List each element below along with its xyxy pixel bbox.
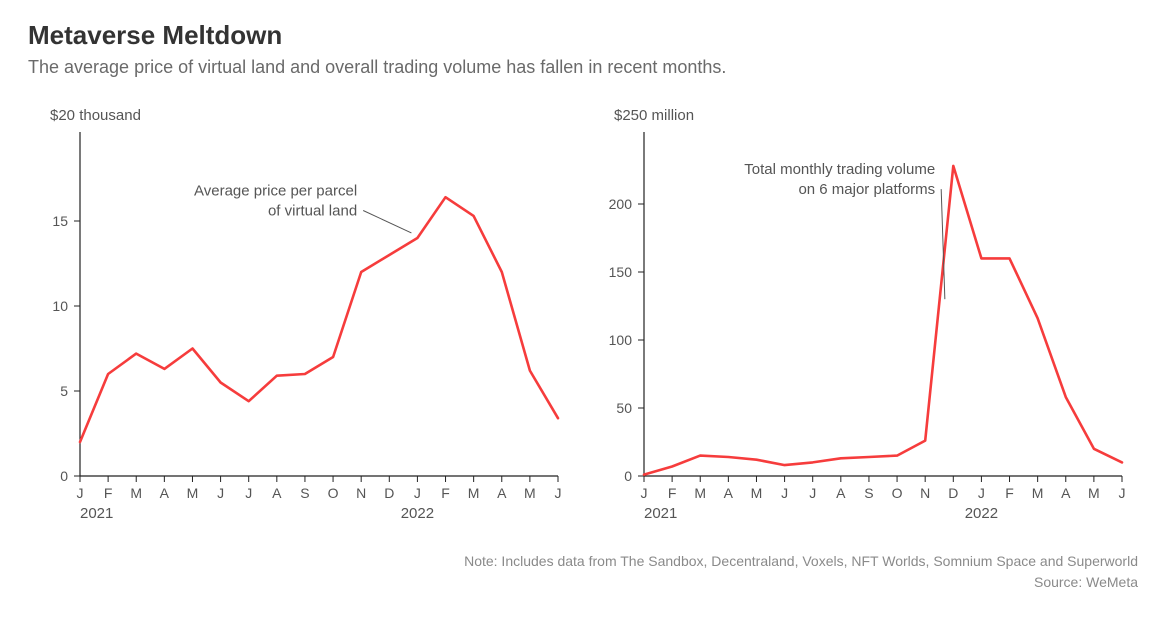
x-year-label: 2021 <box>80 505 113 522</box>
x-tick-label: J <box>1119 485 1126 501</box>
y-tick-label: 50 <box>616 400 632 416</box>
chart-title: Metaverse Meltdown <box>28 20 1138 51</box>
y-tick-label: 0 <box>60 468 68 484</box>
x-tick-label: F <box>668 485 677 501</box>
y-tick-label: 0 <box>624 468 632 484</box>
x-tick-label: A <box>724 485 734 501</box>
x-tick-label: O <box>328 485 339 501</box>
y-tick-label: 15 <box>52 213 68 229</box>
y-tick-label: 200 <box>609 196 633 212</box>
x-tick-label: J <box>555 485 562 501</box>
x-tick-label: J <box>978 485 985 501</box>
y-unit-label: $20 thousand <box>50 107 141 124</box>
x-tick-label: S <box>864 485 873 501</box>
x-tick-label: M <box>468 485 480 501</box>
x-tick-label: J <box>245 485 252 501</box>
x-tick-label: M <box>1032 485 1044 501</box>
data-line <box>644 166 1122 475</box>
left-chart-svg: $20 thousand 0 5 10 15 J F M A M J J A S O N D J F M A M J 2021… <box>28 96 568 536</box>
x-tick-label: A <box>836 485 846 501</box>
x-tick-label: F <box>441 485 450 501</box>
left-chart: $20 thousand 0 5 10 15 J F M A M J J A S O N D J F M A M J 2021… <box>28 96 568 541</box>
y-tick-label: 5 <box>60 383 68 399</box>
series-annotation: on 6 major platforms <box>798 181 935 198</box>
note-text: Note: Includes data from The Sandbox, De… <box>28 551 1138 572</box>
series-annotation: Average price per parcel <box>194 183 357 200</box>
chart-subtitle: The average price of virtual land and ov… <box>28 57 1138 78</box>
x-tick-label: A <box>160 485 170 501</box>
x-tick-label: J <box>809 485 816 501</box>
series-annotation: of virtual land <box>268 203 357 220</box>
x-tick-label: M <box>187 485 199 501</box>
x-year-label: 2022 <box>965 505 998 522</box>
x-tick-label: M <box>524 485 536 501</box>
x-tick-label: J <box>77 485 84 501</box>
x-tick-label: N <box>920 485 930 501</box>
x-tick-label: F <box>104 485 113 501</box>
x-tick-label: S <box>300 485 309 501</box>
x-tick-label: M <box>694 485 706 501</box>
right-chart: $250 million 0 50 100 150 200 J F M A M J J A S O N D J F M A… <box>592 96 1132 541</box>
x-tick-label: J <box>217 485 224 501</box>
x-year-label: 2022 <box>401 505 434 522</box>
y-tick-label: 100 <box>609 332 633 348</box>
right-chart-svg: $250 million 0 50 100 150 200 J F M A M J J A S O N D J F M A… <box>592 96 1132 536</box>
series-annotation: Total monthly trading volume <box>744 161 935 178</box>
x-tick-label: N <box>356 485 366 501</box>
x-tick-label: D <box>384 485 394 501</box>
x-tick-label: F <box>1005 485 1014 501</box>
y-unit-label: $250 million <box>614 107 694 124</box>
y-tick-label: 10 <box>52 298 68 314</box>
x-tick-label: M <box>130 485 142 501</box>
x-tick-label: M <box>1088 485 1100 501</box>
x-tick-label: A <box>497 485 507 501</box>
data-line <box>80 197 558 442</box>
charts-row: $20 thousand 0 5 10 15 J F M A M J J A S O N D J F M A M J 2021… <box>28 96 1138 541</box>
source-text: Source: WeMeta <box>28 572 1138 593</box>
x-tick-label: M <box>751 485 763 501</box>
x-tick-label: J <box>414 485 421 501</box>
x-tick-label: D <box>948 485 958 501</box>
chart-footnote: Note: Includes data from The Sandbox, De… <box>28 551 1138 593</box>
x-tick-label: J <box>641 485 648 501</box>
y-tick-label: 150 <box>609 264 633 280</box>
x-tick-label: O <box>892 485 903 501</box>
x-tick-label: A <box>1061 485 1071 501</box>
x-tick-label: J <box>781 485 788 501</box>
x-tick-label: A <box>272 485 282 501</box>
x-year-label: 2021 <box>644 505 677 522</box>
annotation-leader <box>363 211 411 233</box>
